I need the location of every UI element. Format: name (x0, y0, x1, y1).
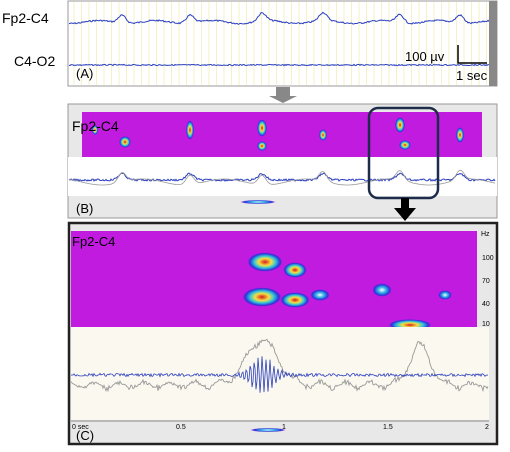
eeg-trace (68, 11, 490, 25)
trace-area (71, 327, 489, 420)
trace-area (68, 157, 497, 196)
activity-blob (257, 119, 267, 137)
activity-blob (242, 287, 282, 307)
amplitude-scale: 100 µv (405, 49, 445, 64)
spectrogram-blobs (92, 117, 464, 151)
panel-label: (B) (76, 201, 93, 216)
channel-label: Fp2-C4 (2, 10, 49, 26)
arrow (394, 198, 416, 221)
activity-blob (395, 117, 405, 133)
panel-label: (C) (76, 428, 94, 443)
freq-tick: 70 (482, 278, 490, 285)
activity-blob (456, 127, 464, 143)
channel-label: Fp2-C4 (72, 118, 119, 134)
panel-a-frame (67, 0, 498, 87)
freq-tick: 100 (482, 255, 494, 262)
panel-label: (A) (76, 66, 93, 81)
activity-blob (372, 283, 392, 297)
time-tick: 1 (282, 424, 286, 431)
freq-tick: 10 (482, 321, 490, 328)
panel-c: Fp2-C4 Hz 100 70 40 10 0 sec 0.5 1 1.5 2… (67, 221, 499, 446)
activity-blob (280, 292, 310, 308)
envelope-trace (70, 338, 489, 393)
panel-a: Fp2-C4 C4-O2 100 µv 1 sec (A) (2, 0, 498, 87)
spectrogram-blobs (242, 252, 452, 331)
panel-b: Fp2-C4 (B) (67, 103, 498, 219)
activity-blob (92, 125, 98, 135)
time-tick: 1.5 (383, 424, 393, 431)
activity-blob (310, 289, 330, 301)
spectrogram (82, 112, 482, 157)
activity-blob (257, 141, 267, 151)
time-tick: 0.5 (176, 424, 186, 431)
freq-unit: Hz (481, 231, 490, 238)
channel-label: Fp2-C4 (72, 234, 115, 249)
scale-bar (457, 45, 487, 64)
arrow (269, 87, 297, 103)
scrollbar (489, 1, 497, 86)
spectrogram (71, 231, 477, 327)
activity-blob (247, 252, 283, 272)
colorbar (240, 200, 276, 204)
time-grid (73, 2, 487, 85)
time-scale: 1 sec (456, 68, 488, 83)
eeg-trace (70, 356, 489, 393)
time-tick: 0 sec (72, 424, 89, 431)
activity-blob (283, 262, 307, 278)
eeg-trace (68, 63, 490, 67)
activity-blob (438, 290, 452, 300)
activity-blob (186, 120, 194, 140)
time-tick: 2 (485, 424, 489, 431)
activity-blob (399, 140, 411, 150)
freq-tick: 40 (482, 301, 490, 308)
channel-label: C4-O2 (14, 53, 55, 69)
colorbar (250, 428, 286, 432)
envelope-trace (68, 169, 496, 186)
activity-blob (319, 129, 327, 141)
activity-blob (119, 136, 131, 148)
